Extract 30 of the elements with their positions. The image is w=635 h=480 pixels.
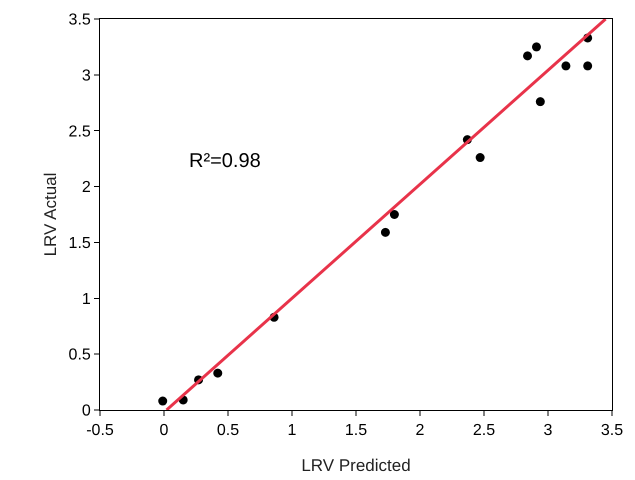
point [532,42,541,52]
x-axis-title: LRV Predicted [301,456,411,475]
point [390,210,399,219]
x-tick-label: 1.5 [344,422,368,440]
y-tick-label: 3 [82,67,91,84]
y-tick-label: 1 [82,290,91,308]
point [158,396,168,406]
y-tick-label: 3.5 [68,12,91,29]
x-tick-label: 0.5 [216,422,240,440]
x-tick-label: 0 [160,422,169,440]
point [380,228,390,237]
point [523,51,532,60]
x-tick-label: 3 [544,422,553,440]
y-tick-label: 2 [82,179,91,196]
x-tick-label: 2 [416,422,425,440]
point [536,97,545,106]
y-tick-label: 0 [82,402,91,420]
x-tick-label: -0.5 [86,422,114,440]
x-tick-label: 2.5 [472,422,496,440]
annotation: R²=0.98 [189,150,261,172]
x-tick-label: 3.5 [600,422,624,440]
y-tick-label: 1.5 [68,235,91,252]
point [561,61,570,70]
point [476,153,485,162]
x-tick-label: 1 [288,422,297,440]
point [213,368,222,378]
point [583,61,592,70]
y-tick-label: 2.5 [68,123,91,140]
y-tick-label: 0.5 [68,346,91,364]
y-axis-title: LRV Actual [41,172,60,256]
